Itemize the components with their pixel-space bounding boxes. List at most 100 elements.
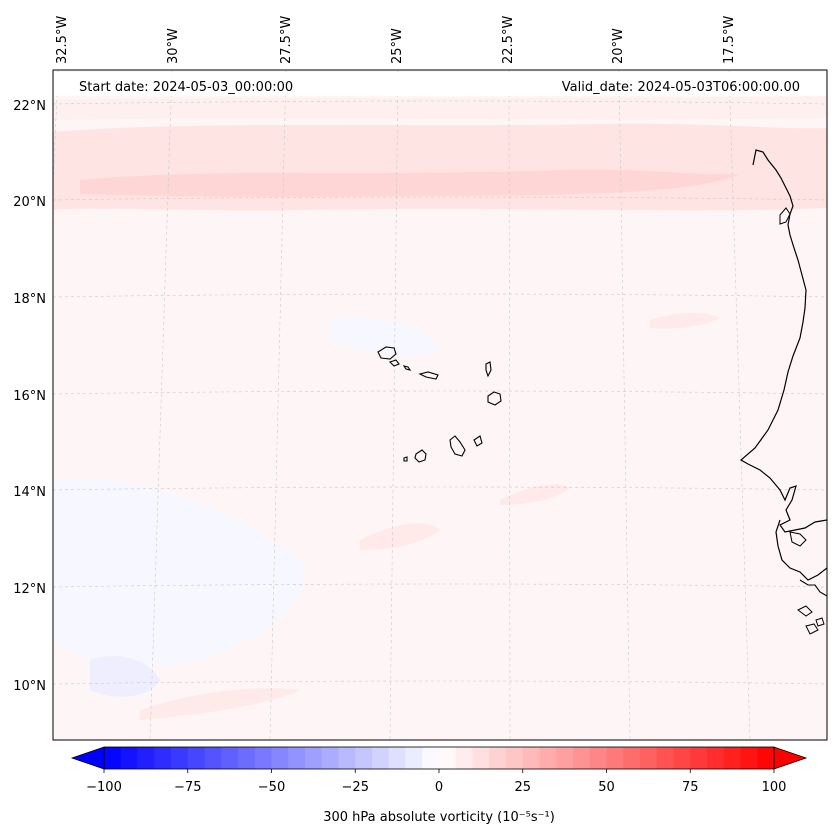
bijagos-island-1 [797, 605, 813, 617]
colorbar-segment [372, 747, 390, 769]
lon-label: 25°W [390, 28, 405, 64]
lat-label: 14°N [13, 485, 46, 500]
island-sao-nicolau [418, 371, 439, 380]
lon-label: 20°W [611, 28, 626, 64]
colorbar-ticks: −100 −75 −50 −25 0 25 50 75 100 [86, 769, 786, 795]
colorbar-tick-label: −25 [342, 780, 369, 795]
lat-label: 10°N [13, 679, 46, 694]
lat-label: 18°N [13, 292, 46, 307]
longitude-gridlines [53, 70, 751, 740]
positive-vorticity-core [80, 169, 740, 197]
colorbar-segment [254, 747, 272, 769]
island-fogo [414, 449, 427, 463]
colorbar-segment [271, 747, 289, 769]
map-frame [52, 69, 828, 741]
colorbar-segment [187, 747, 205, 769]
colorbar-extend-max [773, 746, 808, 770]
vorticity-field [53, 70, 827, 740]
colorbar-tick-label: −75 [174, 780, 201, 795]
lon-label: 22.5°W [501, 16, 516, 64]
island-sao-vicente [388, 359, 400, 367]
valid-date-text: Valid_date: 2024-05-03T06:00:00.00 [562, 80, 800, 95]
colorbar-segment [489, 747, 507, 769]
colorbar-segment [154, 747, 172, 769]
lon-label: 30°W [166, 28, 181, 64]
colorbar-segment [472, 747, 490, 769]
colorbar-segment [355, 747, 373, 769]
colorbar-segment [221, 747, 239, 769]
colorbar-segment [137, 747, 155, 769]
colorbar-segment [673, 747, 691, 769]
island-santo-antao [377, 346, 397, 360]
colorbar-segment [238, 747, 256, 769]
island-santa-luzia [402, 365, 412, 371]
island-boa-vista [487, 391, 502, 406]
colorbar-segment [522, 747, 540, 769]
colorbar-segment [104, 747, 122, 769]
colorbar-segment [656, 747, 674, 769]
lat-label: 22°N [13, 99, 46, 114]
colorbar-segment [120, 747, 138, 769]
colorbar-segment [690, 747, 708, 769]
colorbar-tick-label: −100 [86, 780, 122, 795]
colorbar-segment [606, 747, 624, 769]
colorbar-segment [204, 747, 222, 769]
colorbar-tick-label: 50 [598, 780, 615, 795]
colorbar-segment [723, 747, 741, 769]
lat-label: 12°N [13, 582, 46, 597]
coastal-inlet [789, 531, 807, 547]
lon-label: 32.5°W [55, 16, 70, 64]
negative-vorticity-patch-west [53, 478, 304, 667]
colorbar-segment [740, 747, 758, 769]
negative-vorticity-patch-sw [90, 656, 160, 697]
colorbar-segment [707, 747, 725, 769]
lat-label: 16°N [13, 389, 46, 404]
colorbar-tick-label: 0 [435, 780, 443, 795]
colorbar-tick-label: 25 [514, 780, 531, 795]
colorbar-extend-min [70, 746, 105, 770]
colorbar-segment [171, 747, 189, 769]
negative-vorticity-patch-center [330, 317, 440, 356]
header-strip [54, 72, 826, 96]
longitude-labels: 32.5°W 30°W 27.5°W 25°W 22.5°W 20°W 17.5… [55, 16, 737, 64]
cape-verde-islands [377, 346, 502, 463]
africa-coastline [739, 149, 827, 533]
positive-vorticity-north [53, 96, 827, 120]
colorbar-segment [757, 747, 775, 769]
guinea-bissau-coastline [775, 519, 827, 581]
start-date-text: Start date: 2024-05-03_00:00:00 [79, 80, 293, 95]
colorbar-tick-label: −50 [258, 780, 285, 795]
colorbar-segments [104, 747, 775, 769]
bijagos-island-3 [815, 617, 825, 627]
guinea-coastline [799, 579, 827, 597]
colorbar-segment [623, 747, 641, 769]
colorbar-segment [455, 747, 473, 769]
colorbar-segment [338, 747, 356, 769]
colorbar-segment [539, 747, 557, 769]
colorbar-segment [589, 747, 607, 769]
colorbar-segment [506, 747, 524, 769]
colorbar-segment [439, 747, 457, 769]
colorbar-segment [640, 747, 658, 769]
colorbar-segment [422, 747, 440, 769]
colorbar-segment [305, 747, 323, 769]
colorbar-tick-label: 75 [682, 780, 699, 795]
positive-vorticity-streak-1 [360, 523, 440, 550]
colorbar-segment [288, 747, 306, 769]
colorbar-segment [321, 747, 339, 769]
positive-vorticity-streak-4 [140, 688, 300, 720]
island-sal [485, 361, 492, 378]
positive-vorticity-streak-3 [650, 313, 720, 329]
lat-label: 20°N [13, 195, 46, 210]
island-maio [473, 435, 483, 447]
island-santiago [449, 435, 466, 457]
colorbar-segment [573, 747, 591, 769]
bijagos-island-2 [805, 623, 819, 635]
colorbar-segment [388, 747, 406, 769]
lon-label: 17.5°W [722, 16, 737, 64]
colorbar-tick-label: 100 [762, 780, 787, 795]
colorbar-segment [556, 747, 574, 769]
colorbar-label: 300 hPa absolute vorticity (10⁻⁵s⁻¹) [323, 810, 555, 825]
positive-vorticity-streak-2 [500, 484, 570, 505]
